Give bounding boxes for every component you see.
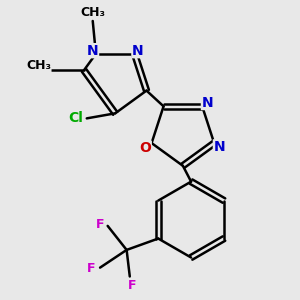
Text: F: F [96, 218, 104, 231]
Text: N: N [213, 140, 225, 154]
Text: O: O [139, 141, 151, 155]
Text: F: F [128, 279, 136, 292]
Text: N: N [87, 44, 98, 58]
Text: F: F [87, 262, 95, 275]
Text: CH₃: CH₃ [26, 59, 51, 72]
Text: CH₃: CH₃ [80, 6, 105, 19]
Text: N: N [202, 95, 213, 110]
Text: Cl: Cl [68, 111, 83, 125]
Text: N: N [132, 44, 143, 58]
